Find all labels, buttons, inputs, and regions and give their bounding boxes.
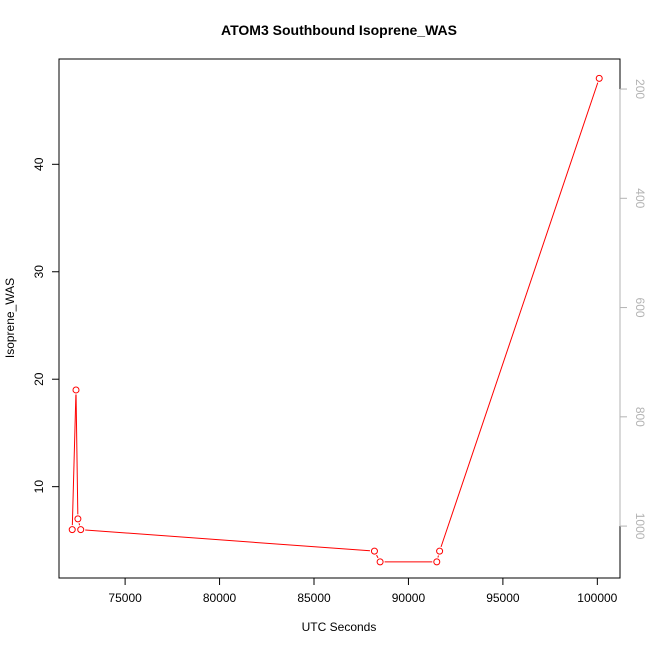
data-point	[436, 547, 444, 555]
x-tick-label: 85000	[297, 591, 331, 605]
y2-tick-label: 200	[633, 79, 647, 99]
y-axis: 10 20 30 40	[32, 157, 60, 494]
series-segment	[440, 82, 599, 548]
x-tick-label: 95000	[486, 591, 520, 605]
series-layer	[68, 74, 603, 566]
series-segment	[78, 523, 81, 526]
x-tick-label: 90000	[392, 591, 426, 605]
data-point	[370, 547, 378, 555]
plot-frame	[58, 58, 621, 579]
x-tick-label: 75000	[108, 591, 142, 605]
y-tick-label: 40	[32, 157, 46, 171]
y2-tick-label: 1000	[633, 513, 647, 540]
chart-title: ATOM3 Southbound Isoprene_WAS	[221, 22, 457, 38]
series-segment	[71, 394, 77, 526]
data-point	[376, 558, 384, 566]
data-point	[68, 526, 76, 534]
series-segment	[75, 394, 79, 515]
series-segment	[85, 529, 370, 552]
data-point	[72, 386, 80, 394]
series-segment	[437, 555, 439, 558]
y2-tick-label: 800	[633, 407, 647, 427]
x-tick-label: 80000	[203, 591, 237, 605]
y-tick-label: 10	[32, 480, 46, 494]
x-tick-label: 100000	[577, 591, 617, 605]
x-axis-label: UTC Seconds	[302, 620, 377, 634]
secondary-y-axis: 200 400 600 800 1000	[619, 79, 647, 540]
y-tick-label: 20	[32, 372, 46, 386]
data-point	[77, 526, 85, 534]
y-axis-label: Isoprene_WAS	[3, 278, 17, 358]
y2-tick-label: 600	[633, 298, 647, 318]
data-point	[74, 515, 82, 523]
y2-tick-label: 400	[633, 188, 647, 208]
y-tick-label: 30	[32, 265, 46, 279]
data-point	[433, 558, 441, 566]
x-axis: 75000 80000 85000 90000 95000 100000	[108, 577, 618, 605]
series-segment	[376, 554, 379, 559]
data-point	[595, 74, 603, 82]
